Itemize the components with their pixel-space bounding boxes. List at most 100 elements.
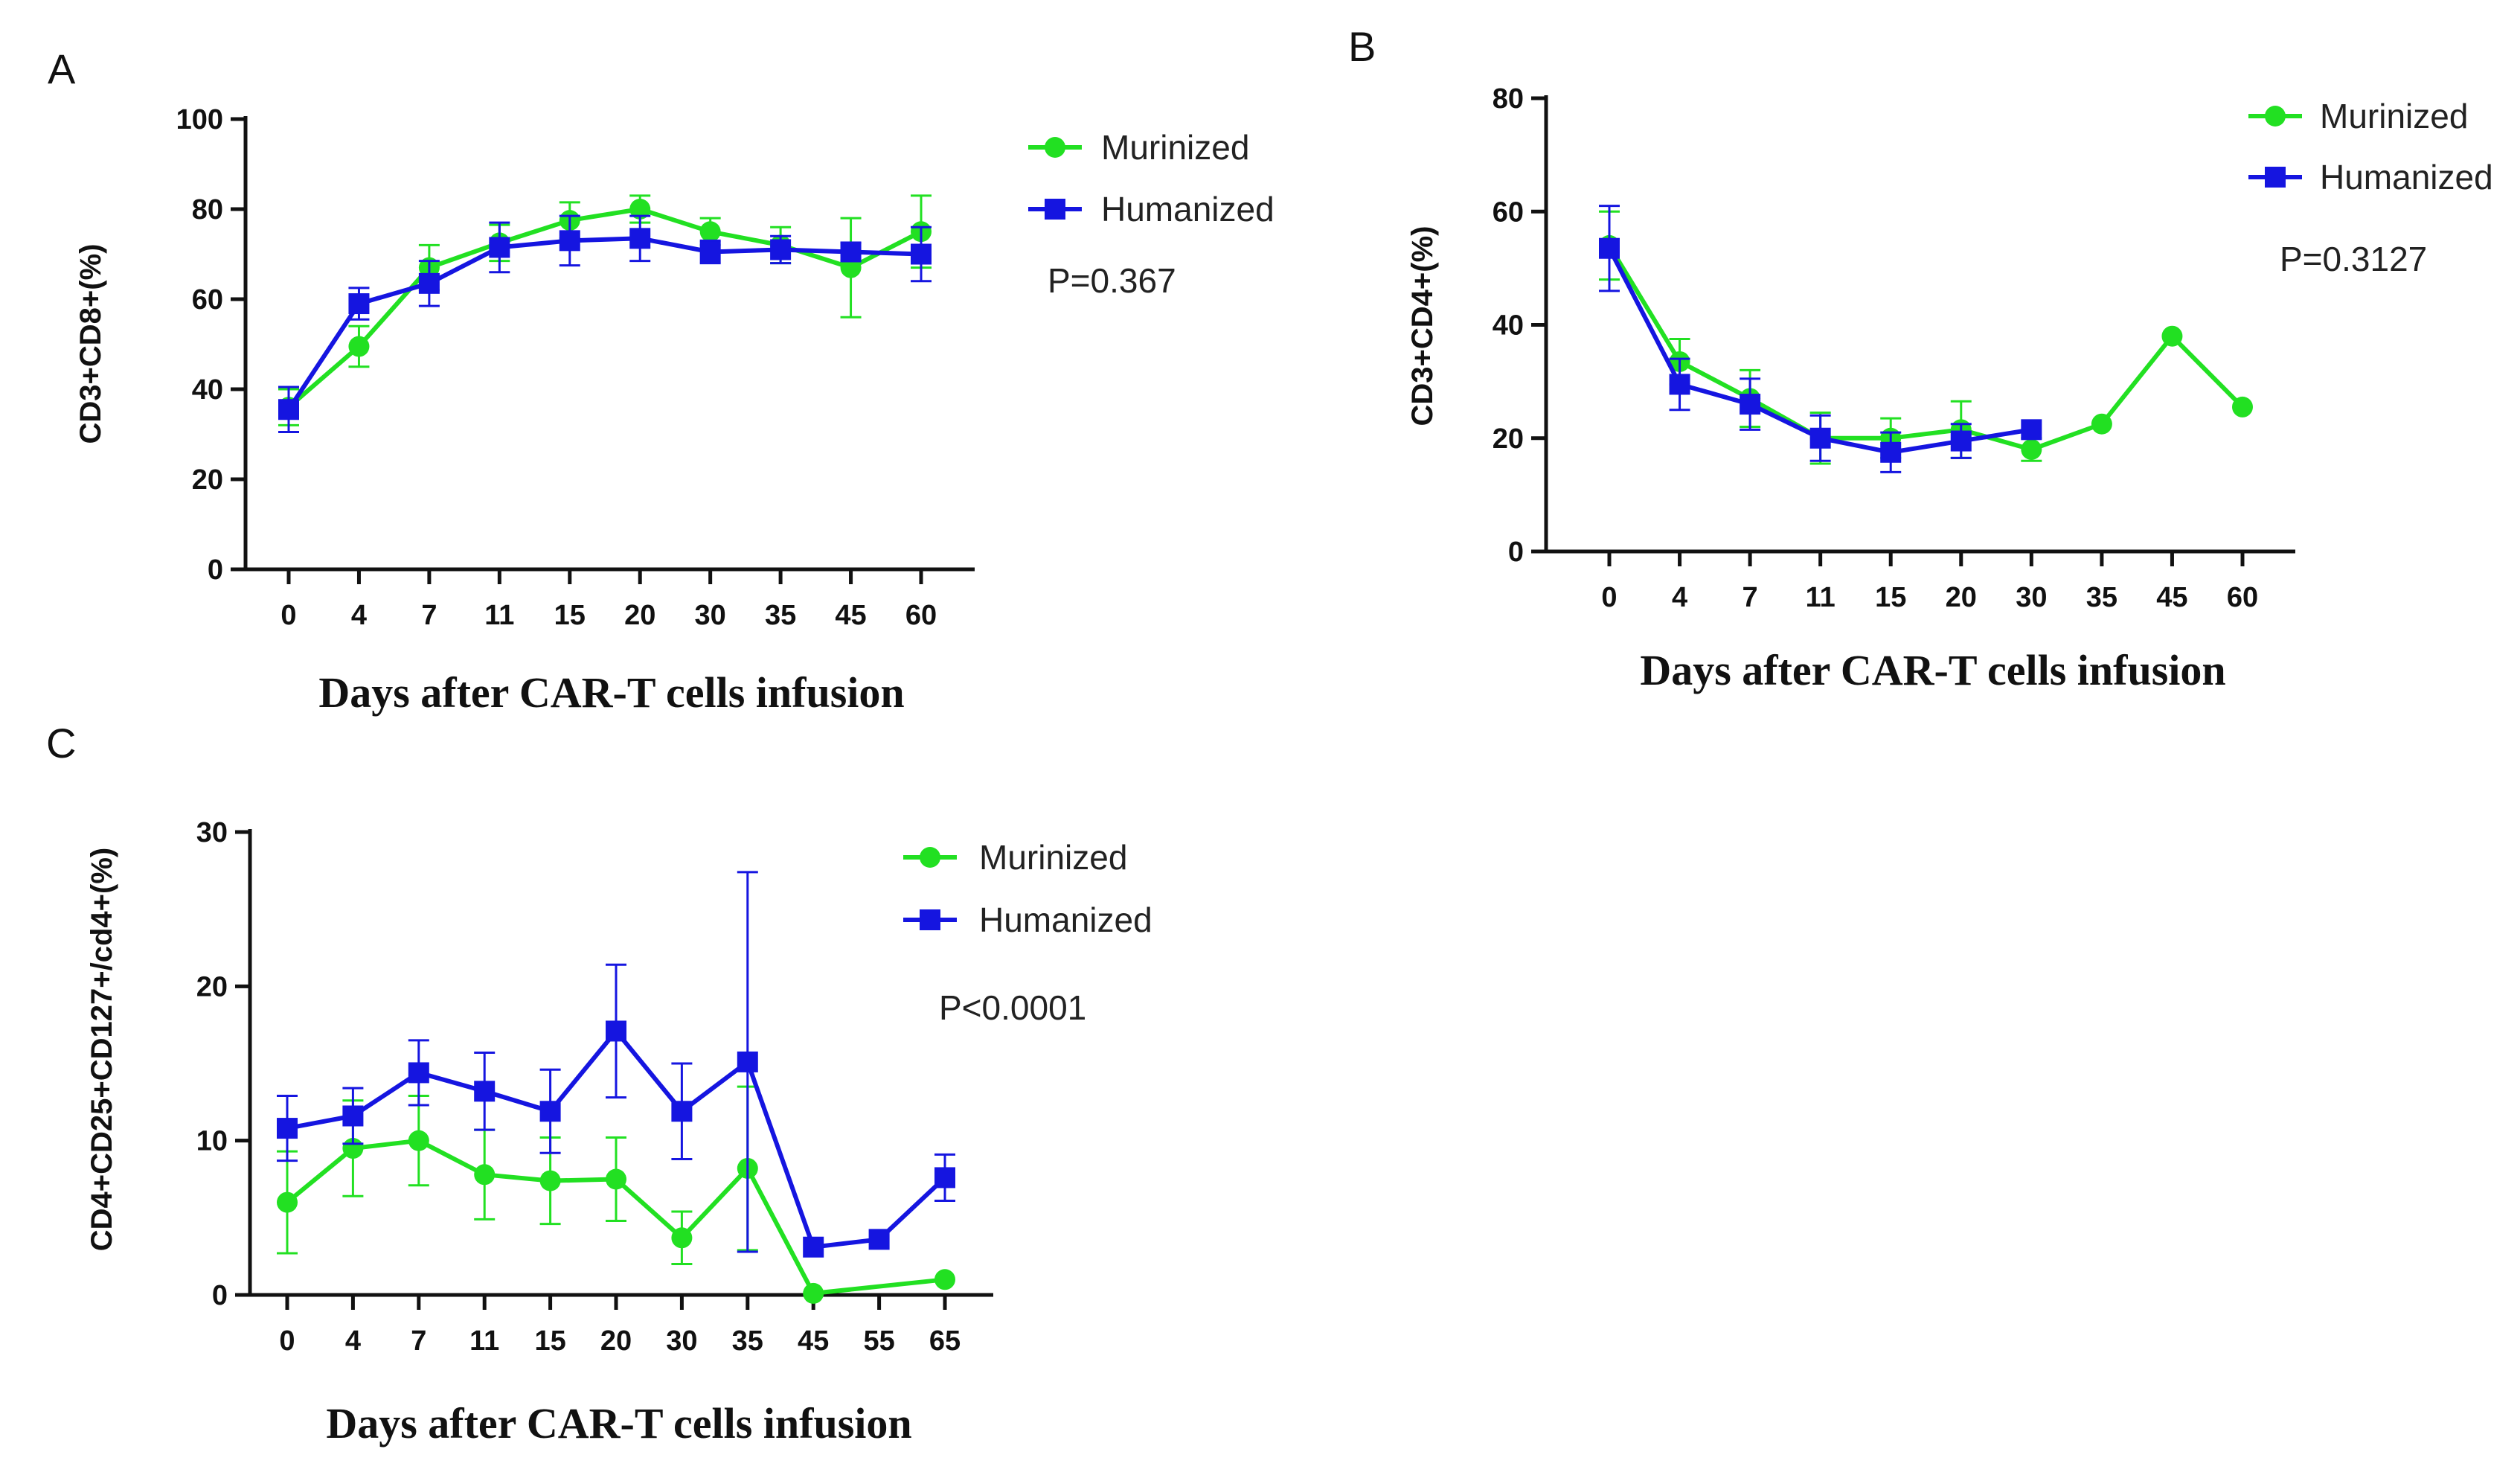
panel-c-legend-murinized-label: Murinized [979,838,1127,877]
panel-a-y-axis-label: CD3+CD8+(%) [74,244,107,444]
panel-c-legend-murinized-marker [920,847,940,868]
panel-b-x-tick-label: 45 [2156,582,2187,613]
panel-c-humanized-point [868,1229,890,1250]
panel-a-series-humanized [278,214,932,433]
panel-b-legend-humanized-marker [2265,167,2286,188]
panel-b-x-tick-label: 35 [2086,582,2117,613]
panel-a-humanized-point [840,241,862,263]
panel-a-humanized-point [418,272,440,294]
panel-c-series-humanized [277,871,955,1258]
panel-b-y-tick-label: 40 [1493,310,1524,342]
panel-a-x-tick-label: 45 [835,600,866,631]
panel-c-x-tick-label: 65 [929,1325,961,1357]
panel-c-humanized-point [277,1118,298,1139]
panel-a-x-tick-label: 60 [905,600,937,631]
panel-b-humanized-point [1599,237,1620,259]
panel-a-x-tick-label: 30 [695,600,726,631]
panel-b-humanized-point [1740,394,1761,415]
panel-b-y-tick-label: 0 [1508,537,1524,568]
panel-a-y-tick-label: 100 [176,104,223,135]
panel-c-murinized-point [934,1269,955,1290]
panel-c-x-axis-label: Days after CAR-T cells infusion [326,1399,911,1447]
panel-a-x-tick-label: 20 [624,600,655,631]
panel-b-humanized-point [1880,441,1902,463]
panel-c-murinized-point [474,1164,496,1186]
panel-c-legend-humanized-label: Humanized [979,900,1152,939]
panel-b-humanized-point [2021,419,2042,441]
panel-a-x-tick-label: 35 [765,600,796,631]
panel-b-murinized-point [2161,325,2183,347]
panel-a-legend: Murinized Humanized [1028,128,1275,228]
panel-a-humanized-line [286,236,922,411]
panel-c-humanized-point [737,1051,758,1072]
panel-c-y-axis-label: CD4+CD25+CD127+/cd4+(%) [86,848,118,1251]
panel-a-x-tick-label: 4 [351,600,367,631]
panel-c-humanized-point [539,1101,561,1122]
panel-b-p-value: P=0.3127 [2280,240,2427,278]
panel-c-y-tick-label: 10 [196,1126,228,1157]
panel-a-humanized-point [911,243,932,265]
panel-b-humanized-point [1809,427,1831,449]
panel-a-x-tick-label: 7 [421,600,437,631]
panel-b-murinized-line [1607,244,2245,452]
panel-a-legend-murinized-marker [1045,137,1065,158]
panel-b: B 0 20 40 60 80 0 4 7 11 15 20 30 35 45 60 CD3+CD4+(%)… [1348,23,2493,694]
panel-b-x-tick-label: 60 [2227,582,2258,613]
panel-a: A 0 20 40 60 80 100 0 4 7 11 15 20 30 35 45 60 CD3+CD8+… [48,45,1275,717]
panel-c-x-tick-label: 11 [469,1325,499,1357]
panel-b-humanized-point [1669,374,1690,395]
panel-b-legend-humanized-label: Humanized [2320,158,2493,196]
panel-a-legend-humanized-marker [1045,199,1065,220]
panel-c-x-tick-label: 4 [345,1325,361,1357]
panel-c-legend-humanized-marker [920,909,940,930]
panel-b-murinized-point [2232,396,2253,418]
panel-a-x-tick-label: 11 [484,600,514,631]
panel-a-humanized-point [770,239,792,260]
panel-b-x-tick-label: 7 [1742,582,1758,613]
panel-c-x-tick-label: 35 [732,1325,763,1357]
panel-c-p-value: P<0.0001 [939,988,1086,1027]
panel-b-y-axis-label: CD3+CD4+(%) [1406,226,1439,426]
panel-c-plot: 0 10 20 30 0 4 7 11 15 20 30 35 45 55 65 [196,817,993,1357]
panel-a-humanized-point [629,228,651,249]
panel-a-murinized-point [348,336,370,357]
panel-b-x-tick-label: 11 [1806,582,1836,613]
panel-a-murinized-point [840,257,862,278]
panel-c-x-tick-label: 0 [279,1325,295,1357]
panel-c-murinized-point [606,1168,626,1190]
panel-b-x-tick-label: 4 [1672,582,1687,613]
panel-c-humanized-point [408,1062,429,1084]
panel-c-legend: Murinized Humanized [903,838,1152,939]
panel-c-humanized-point [342,1105,364,1127]
panel-c-humanized-point [671,1101,693,1122]
panel-c-y-tick-label: 0 [212,1280,228,1311]
panel-c-murinized-point [803,1282,824,1304]
panel-c-x-tick-label: 7 [411,1325,426,1357]
panel-a-murinized-line [287,207,923,409]
panel-a-p-value: P=0.367 [1048,261,1176,300]
panel-b-legend: Murinized Humanized [2248,97,2493,196]
panel-b-humanized-point [1950,430,1972,452]
panel-a-y-tick-label: 40 [192,374,223,406]
panel-a-humanized-point [278,399,299,420]
panel-c-letter: C [46,720,76,767]
panel-b-murinized-point [2021,438,2042,460]
panel-b-legend-murinized-label: Murinized [2320,97,2468,135]
panel-b-x-tick-label: 15 [1875,582,1906,613]
panel-c-murinized-point [671,1227,693,1249]
panel-a-y-tick-label: 80 [192,194,223,225]
panel-c-x-tick-label: 45 [798,1325,829,1357]
panel-a-letter: A [48,45,76,92]
panel-c-humanized-point [606,1020,626,1042]
panel-a-humanized-point [559,230,580,252]
panel-b-x-axis-label: Days after CAR-T cells infusion [1640,646,2225,694]
panel-c-x-tick-label: 55 [863,1325,894,1357]
panel-b-letter: B [1348,23,1376,70]
panel-c-humanized-point [474,1081,496,1102]
panel-a-x-axis-label: Days after CAR-T cells infusion [318,668,904,717]
panel-c-y-tick-label: 30 [196,817,228,848]
panel-a-humanized-point [699,241,721,263]
panel-c-murinized-line [286,1138,946,1296]
panel-a-y-tick-label: 60 [192,284,223,316]
